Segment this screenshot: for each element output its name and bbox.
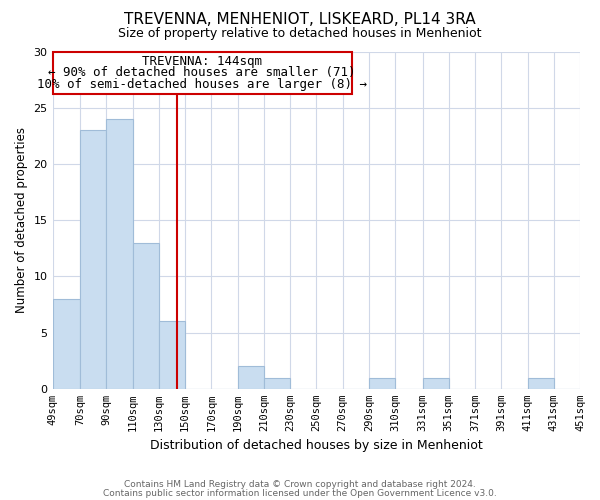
Text: 10% of semi-detached houses are larger (8) →: 10% of semi-detached houses are larger (… xyxy=(37,78,367,91)
Bar xyxy=(80,130,106,389)
Bar xyxy=(53,299,80,389)
Bar xyxy=(133,242,159,389)
Text: ← 90% of detached houses are smaller (71): ← 90% of detached houses are smaller (71… xyxy=(49,66,356,80)
Bar xyxy=(264,378,290,389)
Bar xyxy=(369,378,395,389)
Bar xyxy=(527,378,554,389)
FancyBboxPatch shape xyxy=(53,52,352,94)
Text: TREVENNA, MENHENIOT, LISKEARD, PL14 3RA: TREVENNA, MENHENIOT, LISKEARD, PL14 3RA xyxy=(124,12,476,28)
Text: Contains HM Land Registry data © Crown copyright and database right 2024.: Contains HM Land Registry data © Crown c… xyxy=(124,480,476,489)
Bar xyxy=(159,322,185,389)
Text: Size of property relative to detached houses in Menheniot: Size of property relative to detached ho… xyxy=(118,28,482,40)
X-axis label: Distribution of detached houses by size in Menheniot: Distribution of detached houses by size … xyxy=(150,440,482,452)
Text: TREVENNA: 144sqm: TREVENNA: 144sqm xyxy=(142,55,262,68)
Text: Contains public sector information licensed under the Open Government Licence v3: Contains public sector information licen… xyxy=(103,490,497,498)
Bar xyxy=(238,366,264,389)
Bar xyxy=(106,119,133,389)
Bar xyxy=(422,378,449,389)
Y-axis label: Number of detached properties: Number of detached properties xyxy=(15,127,28,313)
